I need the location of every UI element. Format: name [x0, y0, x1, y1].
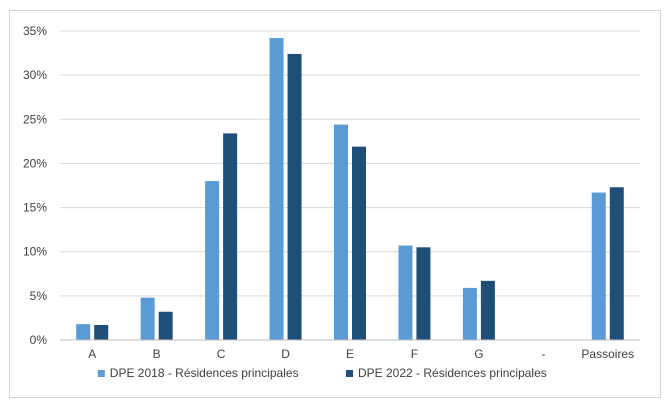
bar-2018-a [76, 324, 91, 340]
x-tick-label: F [411, 347, 418, 361]
x-tick-label: Passoires [581, 347, 634, 361]
gridlines [60, 30, 640, 297]
legend-label: DPE 2022 - Résidences principales [358, 366, 547, 380]
y-axis-ticks: 0% 5% 10% 15% 20% 25% 30% 35% [23, 24, 47, 347]
legend: DPE 2018 - Résidences principales DPE 202… [97, 366, 547, 380]
bar-2018-d [269, 38, 284, 340]
bar-2018-f [398, 245, 413, 340]
x-tick-label: - [541, 347, 545, 361]
y-tick-label: 15% [23, 201, 47, 215]
y-tick-label: 25% [23, 112, 47, 126]
x-tick-label: G [474, 347, 483, 361]
x-axis-ticks: A B C D E F G - Passoires [88, 347, 634, 361]
x-tick-label: D [281, 347, 290, 361]
y-tick-label: 35% [23, 24, 47, 38]
bar-2022-passoires [609, 187, 624, 340]
bar-2022-f [416, 247, 431, 340]
bar-2018-passoires [591, 192, 606, 340]
bar-2022-d [287, 53, 302, 340]
y-tick-label: 10% [23, 245, 47, 259]
bar-2022-e [352, 146, 366, 340]
y-tick-label: 20% [23, 156, 47, 170]
bar-2022-a [94, 324, 109, 340]
x-tick-label: C [217, 347, 226, 361]
bar-2022-c [223, 133, 238, 340]
bar-2018-b [140, 297, 155, 340]
x-tick-label: A [88, 347, 96, 361]
legend-swatch [346, 370, 353, 377]
legend-label: DPE 2018 - Résidences principales [110, 366, 299, 380]
y-tick-label: 5% [30, 289, 48, 303]
bar-2022-g [480, 280, 495, 340]
y-tick-label: 0% [30, 333, 48, 347]
x-tick-label: E [346, 347, 354, 361]
y-tick-label: 30% [23, 68, 47, 82]
legend-swatch [97, 370, 105, 377]
bar-2018-e [334, 124, 348, 340]
bars [76, 38, 624, 340]
bar-2018-g [462, 287, 477, 340]
x-tick-label: B [153, 347, 161, 361]
bar-2018-c [205, 181, 220, 340]
bar-2022-b [158, 311, 173, 340]
